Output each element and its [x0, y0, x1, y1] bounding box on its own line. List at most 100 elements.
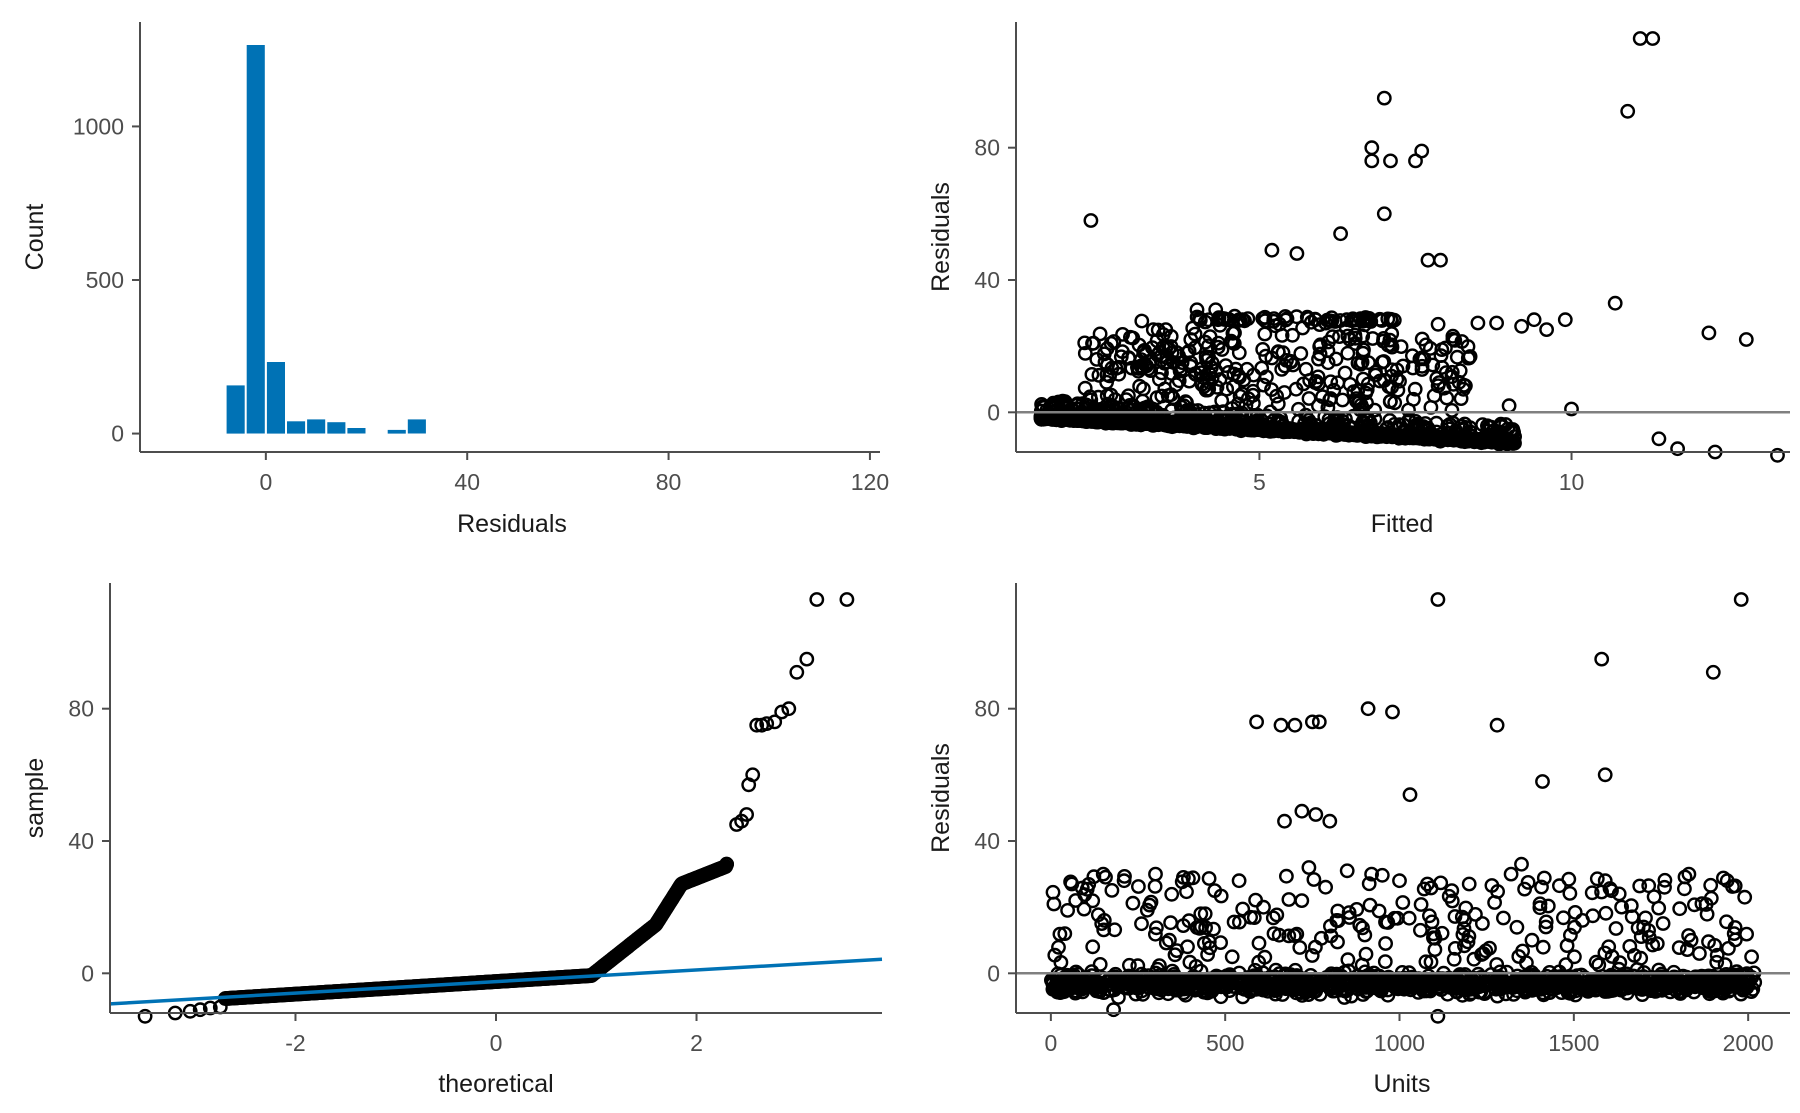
data-point — [1279, 868, 1294, 884]
data-point — [1383, 153, 1398, 169]
data-point — [1651, 431, 1667, 447]
data-point — [1094, 916, 1110, 931]
data-point — [1414, 358, 1430, 374]
data-point — [1562, 886, 1578, 901]
data-point — [1406, 391, 1421, 407]
data-point — [1329, 913, 1345, 928]
data-point — [1214, 342, 1230, 357]
data-point — [1294, 803, 1310, 819]
data-point — [1092, 957, 1108, 972]
data-point — [1484, 878, 1500, 893]
data-point — [1176, 870, 1191, 885]
data-point — [1364, 866, 1380, 882]
data-point — [1470, 315, 1486, 331]
data-point — [1426, 977, 1442, 992]
data-point — [1240, 420, 1256, 436]
y-tick-label: 80 — [68, 696, 94, 722]
data-point — [1703, 877, 1719, 893]
data-point — [1247, 962, 1263, 978]
data-point — [1181, 373, 1197, 389]
data-point — [1591, 957, 1607, 973]
data-point — [1539, 322, 1555, 337]
data-point — [1219, 381, 1235, 397]
data-point — [1392, 873, 1407, 889]
data-point — [1501, 398, 1517, 414]
data-point — [1597, 767, 1613, 783]
units-x-title: Units — [1374, 1070, 1431, 1098]
data-point — [1414, 350, 1430, 366]
data-point — [1332, 425, 1348, 441]
data-point — [1514, 318, 1530, 334]
data-point — [1293, 346, 1309, 361]
data-point — [1611, 886, 1627, 902]
data-point — [1403, 429, 1419, 445]
data-point — [1277, 813, 1292, 829]
data-point — [1464, 428, 1479, 444]
data-point — [1672, 901, 1688, 917]
data-point — [1538, 919, 1554, 935]
data-point — [1567, 949, 1582, 965]
data-point — [1567, 919, 1582, 935]
data-point — [1324, 313, 1340, 329]
data-point — [1475, 946, 1491, 961]
data-point — [1379, 426, 1395, 442]
data-point — [1189, 309, 1205, 325]
data-point — [1532, 900, 1548, 916]
data-point — [1373, 974, 1388, 989]
data-point — [1496, 910, 1511, 926]
data-point — [1364, 153, 1380, 169]
data-point — [1352, 917, 1368, 933]
x-tick-label: 40 — [454, 469, 480, 495]
x-tick-label: 2 — [690, 1030, 703, 1056]
data-point — [1210, 312, 1226, 328]
data-point — [1226, 914, 1242, 930]
data-point — [1376, 90, 1392, 106]
histogram-bar — [407, 419, 426, 434]
data-point — [1444, 883, 1460, 898]
data-point — [781, 701, 797, 717]
data-point — [1556, 910, 1571, 926]
histogram-y-title: Count — [21, 204, 49, 271]
data-point — [1434, 342, 1450, 357]
data-point — [1423, 954, 1439, 970]
data-point — [1434, 925, 1450, 941]
data-point — [1349, 902, 1365, 917]
data-point — [1444, 402, 1460, 418]
data-point — [1270, 396, 1286, 412]
fitted-points — [1016, 31, 1790, 463]
histogram-bar — [287, 421, 306, 434]
data-point — [1154, 365, 1169, 381]
data-point — [1558, 957, 1574, 972]
data-point — [1148, 866, 1163, 882]
data-point — [1414, 143, 1430, 159]
data-point — [1365, 331, 1381, 346]
data-point — [1601, 939, 1617, 955]
data-point — [1340, 345, 1356, 361]
y-tick-label: 500 — [86, 267, 124, 293]
data-point — [1582, 982, 1598, 997]
data-point — [1633, 929, 1649, 944]
data-point — [1189, 920, 1205, 935]
data-point — [1292, 940, 1308, 955]
data-point — [1598, 905, 1614, 921]
data-point — [1116, 873, 1132, 889]
data-point — [1453, 391, 1469, 406]
data-point — [1534, 879, 1549, 895]
fitted-x-title: Fitted — [1371, 510, 1434, 538]
data-point — [1383, 337, 1399, 353]
histogram-bar — [327, 422, 346, 434]
y-tick-label: 80 — [974, 696, 1000, 722]
data-point — [1193, 906, 1209, 922]
data-point — [759, 716, 775, 731]
data-point — [1064, 876, 1080, 892]
data-point — [1535, 774, 1550, 789]
data-point — [1330, 375, 1346, 391]
data-point — [1268, 962, 1284, 978]
data-point — [1077, 887, 1093, 902]
data-point — [1285, 327, 1300, 343]
data-point — [1255, 341, 1271, 357]
data-point — [182, 1003, 198, 1019]
data-point — [1077, 380, 1093, 396]
data-point — [1083, 213, 1099, 228]
